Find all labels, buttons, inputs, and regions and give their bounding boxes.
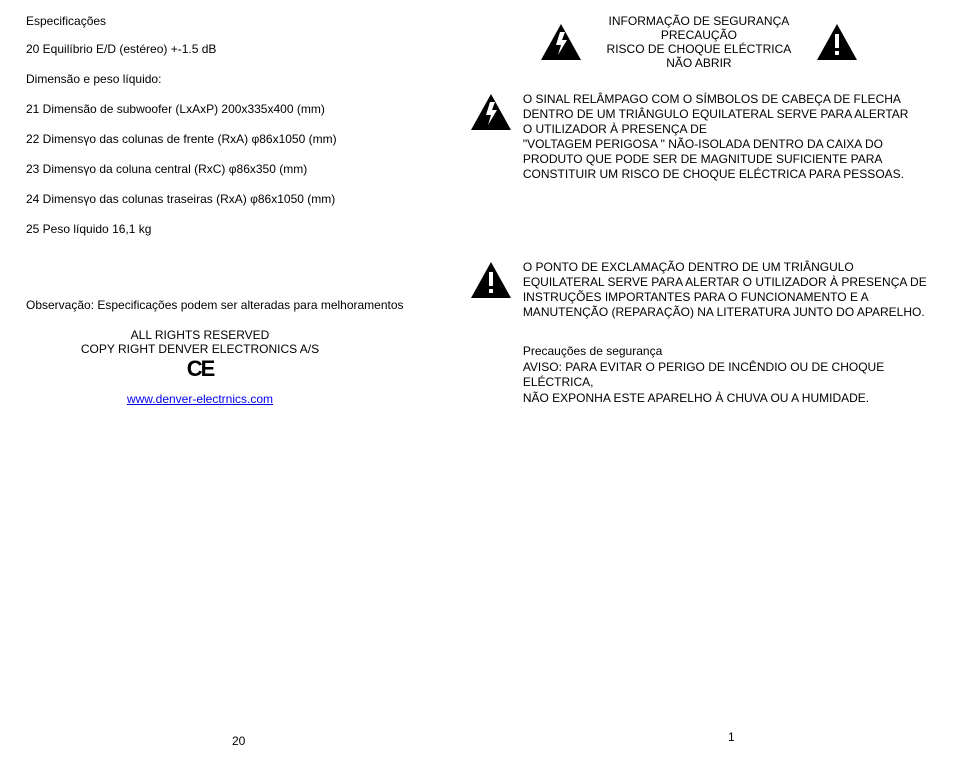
- hdr-open: NÃO ABRIR: [607, 56, 792, 70]
- safety-header: INFORMAÇÃO DE SEGURANÇA PRECAUÇÃO RISCO …: [469, 14, 929, 70]
- prec-warn-1: AVISO: PARA EVITAR O PERIGO DE INCÊNDIO …: [523, 360, 929, 391]
- left-column: Especificações 20 Equilíbrio E/D (estére…: [26, 14, 469, 406]
- spec-line-23: 23 Dimensүo da coluna central (RxC) φ86x…: [26, 162, 451, 176]
- rights-reserved: ALL RIGHTS RESERVED: [40, 328, 360, 342]
- bolt-text-1: O SINAL RELÂMPAGO COM O SÍMBOLOS DE CABE…: [523, 92, 901, 106]
- spec-line-22: 22 Dimensүo das colunas de frente (RxA) …: [26, 132, 451, 146]
- excl-text: O PONTO DE EXCLAMAÇÃO DENTRO DE UM TRIÂN…: [523, 260, 927, 319]
- page-number-right: 1: [728, 730, 735, 744]
- bolt-text-3: O UTILIZADOR À PRESENÇA DE: [523, 122, 707, 136]
- exclamation-triangle-icon: [815, 22, 859, 62]
- observation: Observação: Especificações podem ser alt…: [26, 298, 451, 312]
- lightning-triangle-icon: [539, 22, 583, 62]
- page-number-left: 20: [232, 734, 245, 748]
- right-column: INFORMAÇÃO DE SEGURANÇA PRECAUÇÃO RISCO …: [469, 14, 929, 406]
- lightning-triangle-icon: [469, 92, 513, 132]
- website-link[interactable]: www.denver-electrnics.com: [127, 392, 273, 406]
- prec-title: Precauções de segurança: [523, 344, 929, 360]
- bolt-text-4: "VOLTAGEM PERIGOSA " NÃO-ISOLADA DENTRO …: [523, 137, 904, 181]
- bolt-text-2: DENTRO DE UM TRIÂNGULO EQUILATERAL SERVE…: [523, 107, 909, 121]
- safety-precautions: Precauções de segurança AVISO: PARA EVIT…: [469, 344, 929, 406]
- exclamation-triangle-icon: [469, 260, 513, 300]
- spec-line-20: 20 Equilíbrio E/D (estéreo) +-1.5 dB: [26, 42, 451, 56]
- spec-line-21: 21 Dimensão de subwoofer (LxAxP) 200x335…: [26, 102, 451, 116]
- prec-warn-2: NÃO EXPONHA ESTE APARELHO À CHUVA OU A H…: [523, 391, 929, 407]
- spec-dim-peso: Dimensão e peso líquido:: [26, 72, 451, 86]
- hdr-prec: PRECAUÇÃO: [607, 28, 792, 42]
- exclamation-warning-block: O PONTO DE EXCLAMAÇÃO DENTRO DE UM TRIÂN…: [469, 260, 929, 320]
- lightning-warning-block: O SINAL RELÂMPAGO COM O SÍMBOLOS DE CABE…: [469, 92, 929, 182]
- spec-title: Especificações: [26, 14, 451, 28]
- spec-line-24: 24 Dimensүo das colunas traseiras (RxA) …: [26, 192, 451, 206]
- spec-line-25: 25 Peso líquido 16,1 kg: [26, 222, 451, 236]
- hdr-risk: RISCO DE CHOQUE ELÉCTRICA: [607, 42, 792, 56]
- copyright: COPY RIGHT DENVER ELECTRONICS A/S: [40, 342, 360, 356]
- hdr-info: INFORMAÇÃO DE SEGURANÇA: [607, 14, 792, 28]
- ce-mark-icon: CE: [40, 356, 360, 382]
